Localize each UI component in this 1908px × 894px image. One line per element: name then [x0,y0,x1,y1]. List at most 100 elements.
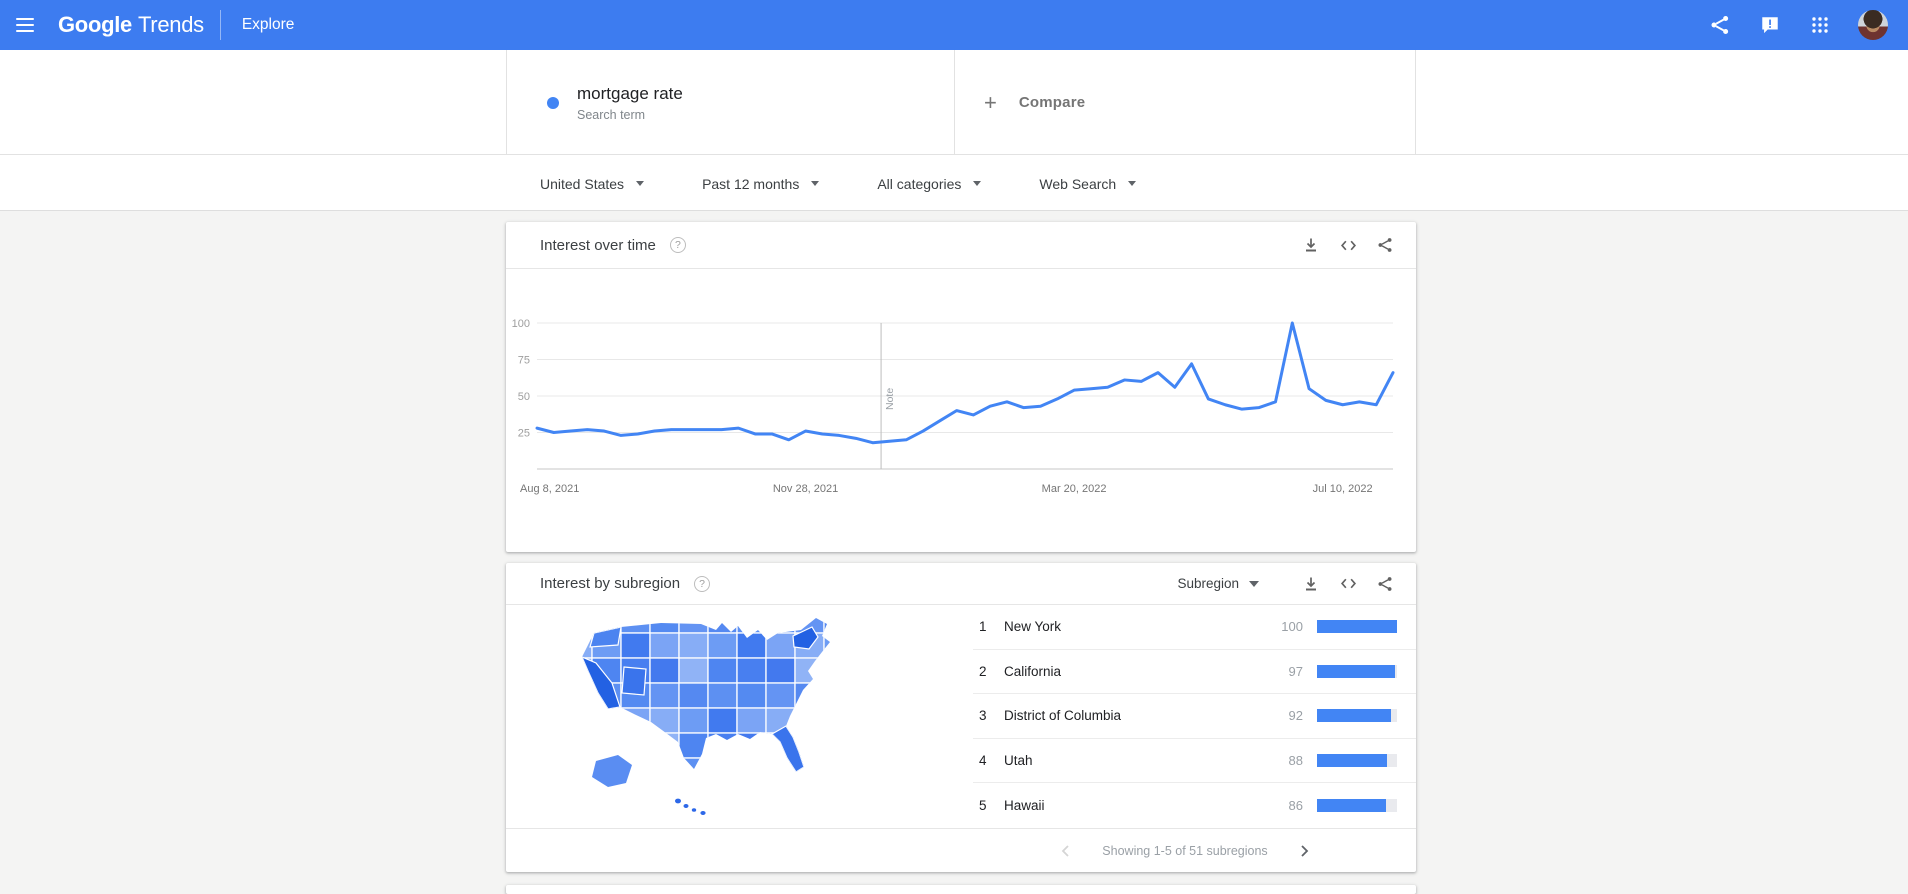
subregion-value: 92 [1288,708,1303,724]
subregion-level-label: Subregion [1177,576,1239,591]
help-icon[interactable]: ? [669,237,686,253]
subregion-bar [1317,620,1397,634]
next-card-sliver [506,885,1416,894]
geo-filter-label: United States [540,175,625,192]
page-title: Explore [241,16,295,33]
compare-add-button[interactable]: + Compare [956,50,1416,155]
interest-by-subregion-title: Interest by subregion [540,575,681,592]
menu-button[interactable] [0,0,50,50]
share-icon[interactable] [1376,236,1394,254]
map-state-california [582,655,621,710]
subregion-value: 88 [1288,753,1303,769]
subregion-rank: 3 [979,708,987,724]
chevron-down-icon [1128,181,1137,186]
geo-filter-dropdown[interactable]: United States [540,175,645,192]
subregion-list: 1 New York 100 2 California 97 3 District of Co… [973,605,1416,828]
subregion-row[interactable]: 1 New York 100 [973,605,1416,650]
subregion-name: New York [1004,619,1062,635]
feedback-icon[interactable] [1758,13,1782,37]
subregion-value: 97 [1288,663,1303,679]
interest-by-subregion-header: Interest by subregion ? Subregion [506,563,1416,605]
map-state-new-york [792,626,819,650]
search-type-filter-dropdown[interactable]: Web Search [1039,175,1137,192]
subregion-level-dropdown[interactable]: Subregion [1177,576,1259,591]
subregion-name: Hawaii [1004,798,1045,814]
subregion-name: Utah [1004,753,1033,769]
interest-over-time-chart[interactable]: 25 50 75 100 Note Aug 8, 2021 Nov 28, 2021 Mar … [506,269,1416,552]
map-state-florida [771,725,805,772]
x-axis-label: Jul 10, 2022 [1313,483,1373,495]
series-color-dot [547,96,559,109]
chevron-down-icon [1249,580,1259,587]
time-filter-label: Past 12 months [702,175,800,192]
download-icon[interactable] [1302,575,1320,593]
subregion-pagination: Showing 1-5 of 51 subregions [506,828,1416,872]
header-divider [219,10,221,40]
y-axis-label: 75 [518,355,530,367]
time-filter-dropdown[interactable]: Past 12 months [702,175,820,192]
app-header: Google Trends Explore [0,0,1908,50]
subregion-rank: 4 [979,753,987,769]
hamburger-icon [16,18,34,32]
subregion-value: 86 [1288,798,1303,814]
embed-code-icon[interactable] [1339,575,1357,593]
y-axis-label: 100 [512,318,530,330]
chevron-down-icon [973,181,982,186]
y-axis-label: 25 [518,428,530,440]
next-page-icon[interactable] [1294,841,1314,861]
share-icon[interactable] [1708,13,1732,37]
user-avatar[interactable] [1858,10,1888,40]
previous-page-icon [1056,841,1076,861]
interest-by-subregion-card: Interest by subregion ? Subregion [506,563,1416,872]
subregion-rank: 2 [979,663,987,679]
search-term-text: mortgage rate [577,83,683,103]
search-term-type: Search term [577,108,646,123]
interest-over-time-title: Interest over time [540,236,656,254]
compare-label: Compare [1018,94,1086,111]
logo-trends: Trends [137,12,204,37]
subregion-bar [1317,664,1397,678]
category-filter-dropdown[interactable]: All categories [877,175,982,192]
y-axis-label: 50 [518,391,530,403]
subregion-row[interactable]: 5 Hawaii 86 [973,783,1416,828]
trend-line [535,321,1395,445]
subregion-row[interactable]: 2 California 97 [973,650,1416,695]
subregion-bar [1317,799,1397,813]
x-axis-label: Mar 20, 2022 [1042,483,1107,495]
chevron-down-icon [636,181,645,186]
interest-over-time-card: Interest over time ? [506,222,1416,552]
subregion-bar [1317,754,1397,768]
subregion-row[interactable]: 4 Utah 88 [973,739,1416,784]
plus-icon: + [984,89,997,115]
category-filter-label: All categories [877,175,962,192]
embed-code-icon[interactable] [1339,236,1357,254]
help-icon[interactable]: ? [694,575,711,592]
search-term-band: mortgage rate Search term + Compare [0,50,1908,155]
map-state-hawaii [675,798,706,815]
us-choropleth-map[interactable] [566,611,896,821]
x-axis-label: Aug 8, 2021 [520,483,579,495]
pagination-status: Showing 1-5 of 51 subregions [1102,843,1268,858]
subregion-rank: 5 [979,798,987,814]
filter-band: United States Past 12 months All categor… [0,156,1908,211]
map-state-washington [589,626,622,648]
map-state-alaska [592,755,632,787]
subregion-value: 100 [1281,619,1303,635]
interest-over-time-header: Interest over time ? [506,222,1416,269]
download-icon[interactable] [1302,236,1320,254]
x-axis-label: Nov 28, 2021 [773,483,838,495]
subregion-row[interactable]: 3 District of Columbia 92 [973,694,1416,739]
share-icon[interactable] [1376,575,1394,593]
subregion-rank: 1 [979,619,987,635]
subregion-bar [1317,709,1397,723]
search-term-card[interactable]: mortgage rate Search term [506,50,955,155]
logo-google: Google [58,12,132,37]
map-state-utah [621,666,647,696]
chevron-down-icon [811,181,820,186]
search-type-filter-label: Web Search [1039,175,1117,192]
google-apps-icon[interactable] [1808,13,1832,37]
google-trends-logo[interactable]: Google Trends [58,12,204,38]
subregion-name: District of Columbia [1004,708,1122,724]
subregion-name: California [1004,663,1062,679]
note-marker-label: Note [884,388,896,410]
